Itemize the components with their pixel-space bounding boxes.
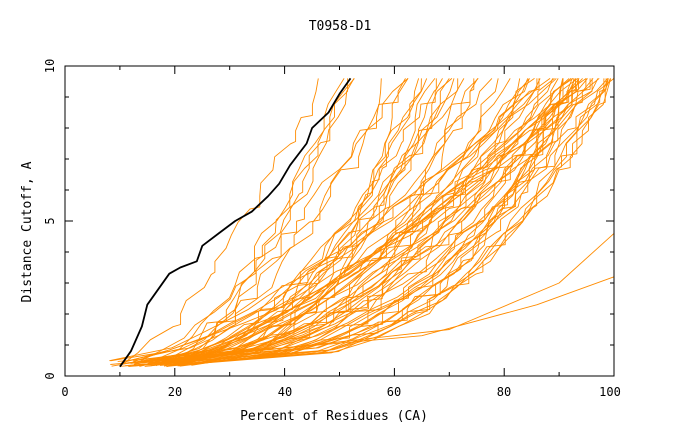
highlighted-curve <box>119 77 352 368</box>
x-tick-label-20: 20 <box>168 385 182 399</box>
model-curve <box>180 78 479 364</box>
y-axis: 0 5 10 Distance Cutoff, A <box>20 59 57 380</box>
model-curve <box>110 78 459 362</box>
model-curve <box>177 78 409 367</box>
model-curve <box>139 78 609 363</box>
model-curve <box>166 78 593 362</box>
model-curve <box>121 78 557 364</box>
x-tick-label-80: 80 <box>497 385 511 399</box>
model-curve <box>149 78 422 362</box>
model-curve <box>186 78 420 365</box>
model-curve <box>132 78 540 363</box>
model-curve <box>168 78 612 367</box>
model-curve <box>166 78 579 367</box>
plot-area <box>64 65 615 377</box>
model-curve <box>147 78 530 364</box>
model-curve <box>166 78 574 368</box>
model-curve <box>157 78 493 365</box>
model-curve <box>175 78 575 366</box>
model-curve <box>144 78 499 367</box>
model-curve <box>179 78 594 367</box>
x-tick-label-0: 0 <box>61 385 68 399</box>
model-curve <box>158 78 355 362</box>
model-curve <box>176 78 453 366</box>
model-curve <box>148 78 538 364</box>
model-curve <box>186 78 615 362</box>
model-curve <box>111 78 382 367</box>
y-tick-label-10: 10 <box>43 59 57 73</box>
model-curve <box>125 78 600 362</box>
model-curve <box>141 233 615 363</box>
x-axis-label: Percent of Residues (CA) <box>240 409 428 424</box>
x-tick-label-60: 60 <box>387 385 401 399</box>
model-curve <box>136 276 615 365</box>
y-axis-label: Distance Cutoff, A <box>20 161 35 302</box>
highlighted-model-curve <box>119 77 352 368</box>
model-curve <box>138 78 521 366</box>
y-tick-label-0: 0 <box>43 372 57 379</box>
model-curve <box>134 78 465 366</box>
model-curve <box>169 78 609 367</box>
x-tick-label-100: 100 <box>599 385 621 399</box>
model-curve <box>150 78 541 367</box>
model-curve <box>161 78 535 363</box>
y-tick-label-5: 5 <box>43 217 57 224</box>
model-curve <box>163 78 530 367</box>
model-curves <box>109 78 615 368</box>
model-curve <box>183 78 576 362</box>
model-curve <box>148 78 345 364</box>
model-curve <box>153 78 587 362</box>
model-curve <box>133 78 591 365</box>
model-curve <box>134 78 406 365</box>
chart-title: T0958-D1 <box>309 19 372 34</box>
model-curve <box>172 78 554 366</box>
model-curve <box>191 78 475 366</box>
axis-ticks <box>64 65 615 377</box>
model-curve <box>161 78 529 362</box>
model-curve <box>173 78 455 362</box>
model-curve <box>128 78 564 368</box>
model-curve <box>181 78 564 366</box>
model-curve <box>172 78 588 365</box>
x-axis: 0 20 40 60 80 100 Percent of Residues (C… <box>61 385 620 424</box>
model-curve <box>150 78 599 364</box>
model-curve <box>143 78 437 362</box>
model-curve <box>117 78 611 362</box>
model-curve <box>167 78 605 364</box>
x-tick-label-40: 40 <box>278 385 292 399</box>
